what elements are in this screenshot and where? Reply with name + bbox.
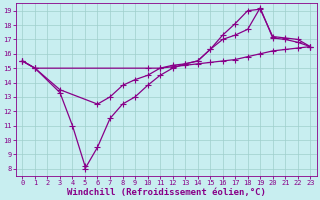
X-axis label: Windchill (Refroidissement éolien,°C): Windchill (Refroidissement éolien,°C) — [67, 188, 266, 197]
